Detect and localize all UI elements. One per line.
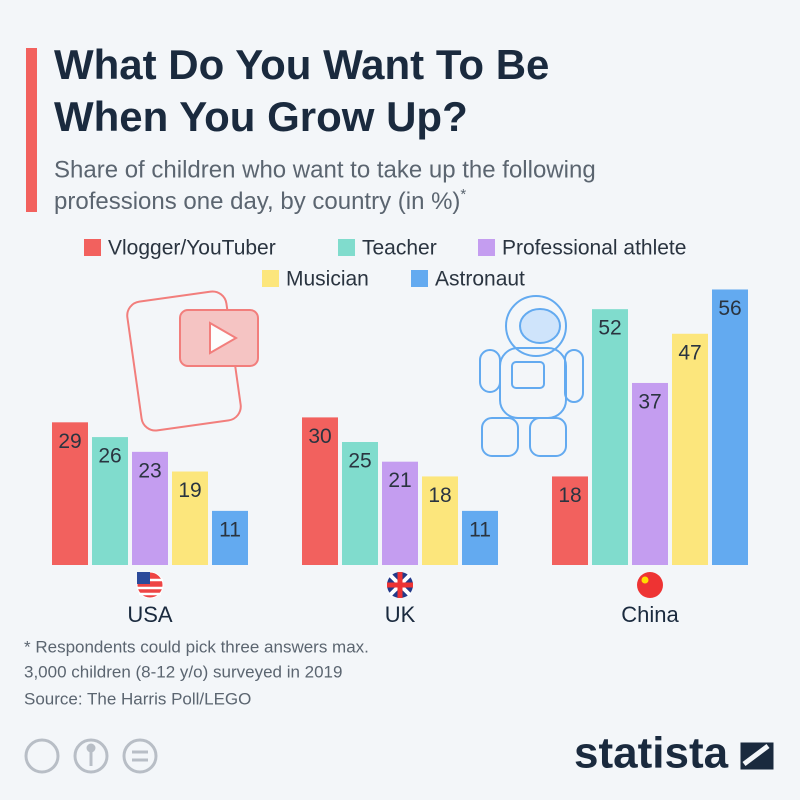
value-label: 21 — [388, 469, 411, 492]
legend-swatch — [262, 270, 279, 287]
footnote: * Respondents could pick three answers m… — [24, 637, 369, 656]
bar — [552, 476, 588, 565]
x-tick-label: USA — [127, 602, 173, 627]
bar — [132, 451, 168, 565]
value-label: 25 — [348, 450, 371, 473]
value-label: 23 — [138, 459, 161, 482]
legend-swatch — [84, 239, 101, 256]
bar — [462, 510, 498, 565]
tablet-icon — [126, 290, 259, 432]
legend-label: Teacher — [362, 237, 437, 260]
bar — [92, 437, 128, 565]
bar — [592, 309, 628, 565]
chart-title: What Do You Want To Be — [54, 41, 549, 88]
bar — [342, 442, 378, 565]
chart-title: When You Grow Up? — [54, 93, 468, 140]
legend-label: Vlogger/YouTuber — [108, 237, 276, 260]
value-label: 29 — [58, 430, 81, 453]
license-icons — [24, 738, 158, 774]
bar — [302, 417, 338, 565]
bar — [632, 382, 668, 565]
brand: statista — [574, 729, 729, 778]
subtitle-text: professions one day, by country (in %) — [54, 188, 460, 215]
value-label: 26 — [98, 445, 121, 468]
subtitle: Share of children who want to take up th… — [54, 156, 596, 183]
legend-swatch — [411, 270, 428, 287]
brand-logo — [735, 737, 779, 775]
bar — [422, 476, 458, 565]
subtitle: professions one day, by country (in %)* — [54, 186, 466, 215]
bar — [52, 422, 88, 565]
value-label: 11 — [219, 518, 241, 541]
value-label: 30 — [308, 425, 331, 448]
value-label: 11 — [469, 518, 491, 541]
accent-bar — [26, 48, 37, 212]
value-label: 18 — [428, 484, 451, 507]
bar — [382, 461, 418, 565]
value-label: 18 — [558, 484, 581, 507]
legend-swatch — [478, 239, 495, 256]
footnote: 3,000 children (8-12 y/o) surveyed in 20… — [24, 662, 342, 681]
subtitle-mark: * — [460, 186, 466, 203]
x-tick-label: UK — [385, 602, 416, 627]
value-label: 19 — [178, 479, 201, 502]
chart: Vlogger/YouTuber Teacher Professional athl… — [52, 237, 748, 627]
flags — [136, 571, 663, 599]
astronaut-icon — [479, 295, 584, 457]
legend-label: Professional athlete — [502, 237, 686, 260]
bar — [172, 471, 208, 565]
source: Source: The Harris Poll/LEGO — [24, 689, 251, 708]
bar — [712, 289, 748, 565]
value-label: 52 — [598, 317, 621, 340]
x-tick-label: China — [621, 602, 679, 627]
legend-swatch — [338, 239, 355, 256]
legend-label: Astronaut — [435, 268, 525, 291]
bar — [212, 510, 248, 565]
value-label: 56 — [718, 297, 741, 320]
bar — [672, 333, 708, 565]
value-label: 37 — [638, 391, 661, 414]
value-label: 47 — [678, 341, 701, 364]
legend-label: Musician — [286, 268, 369, 291]
